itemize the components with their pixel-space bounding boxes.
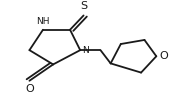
Text: N: N <box>82 46 89 55</box>
Text: O: O <box>25 84 34 94</box>
Text: NH: NH <box>36 17 50 26</box>
Text: S: S <box>80 1 87 11</box>
Text: O: O <box>160 51 168 61</box>
